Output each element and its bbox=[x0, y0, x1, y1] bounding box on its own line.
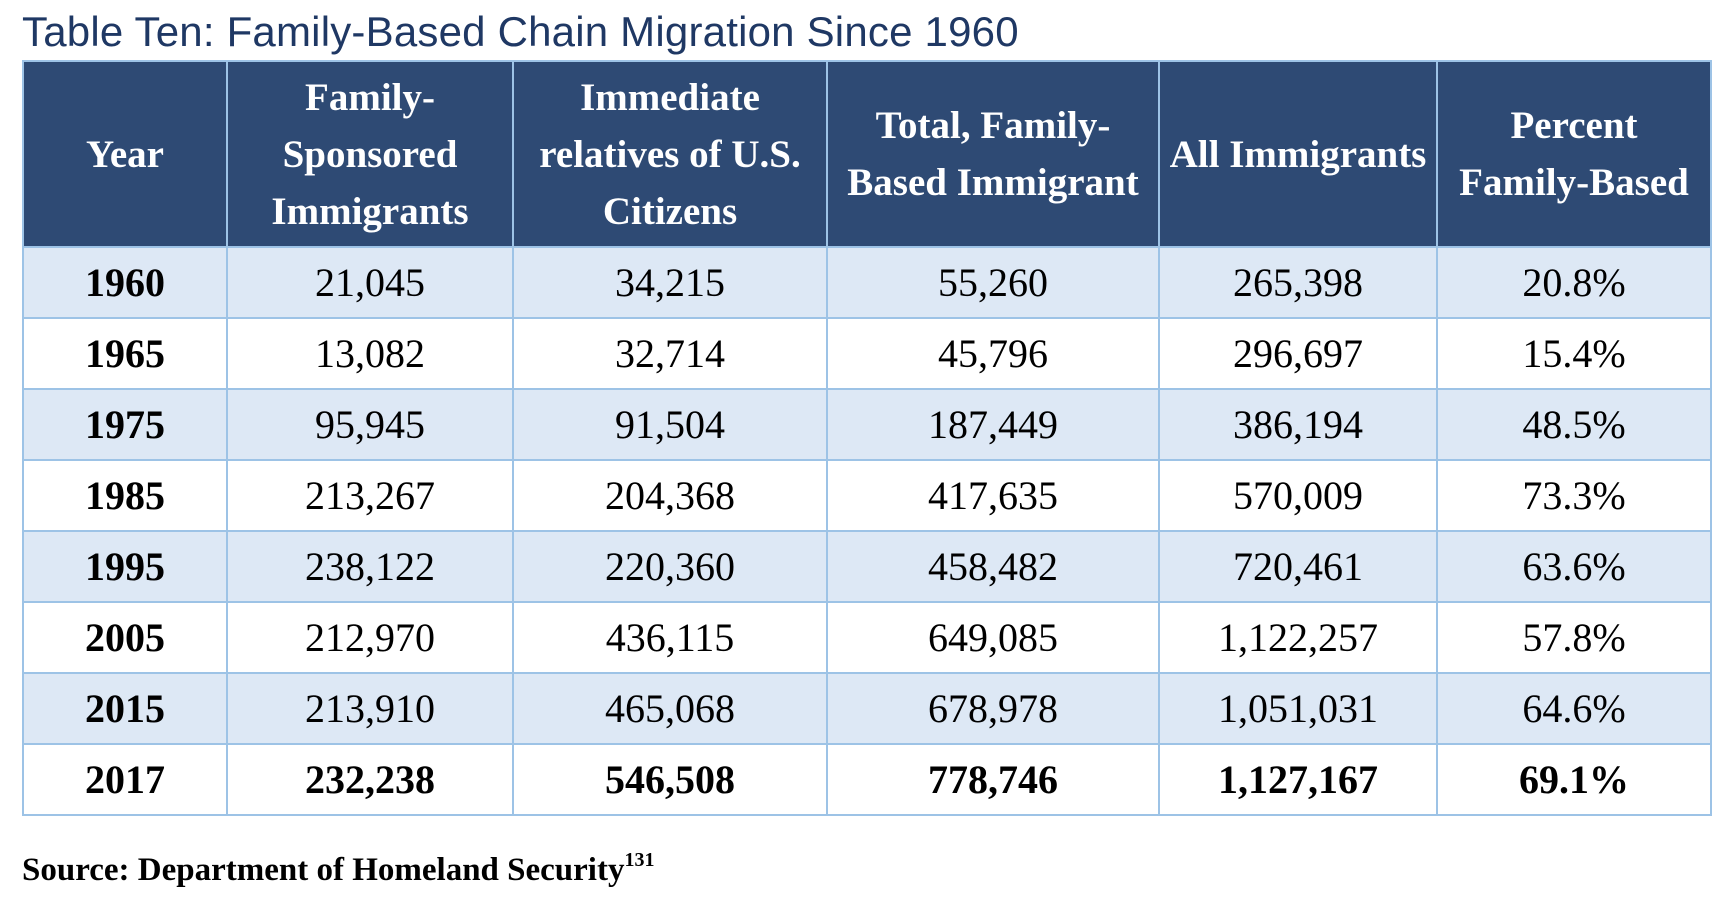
table-row: 2015 213,910 465,068 678,978 1,051,031 6… bbox=[22, 672, 1712, 745]
table-row: 1995 238,122 220,360 458,482 720,461 63.… bbox=[22, 530, 1712, 603]
cell-year: 1960 bbox=[22, 246, 228, 319]
table-row-total: 2017 232,238 546,508 778,746 1,127,167 6… bbox=[22, 743, 1712, 816]
header-immediate-relatives: Immediate relatives of U.S. Citizens bbox=[512, 60, 828, 248]
table-row: 1975 95,945 91,504 187,449 386,194 48.5% bbox=[22, 388, 1712, 461]
cell-all-immigrants: 296,697 bbox=[1158, 317, 1438, 390]
cell-family-sponsored: 213,910 bbox=[226, 672, 514, 745]
cell-family-sponsored: 212,970 bbox=[226, 601, 514, 674]
cell-all-immigrants: 1,122,257 bbox=[1158, 601, 1438, 674]
cell-all-immigrants: 570,009 bbox=[1158, 459, 1438, 532]
table-row: 1985 213,267 204,368 417,635 570,009 73.… bbox=[22, 459, 1712, 532]
source-note: Source: Department of Homeland Security1… bbox=[22, 849, 655, 889]
header-row: Year Family-Sponsored Immigrants Immedia… bbox=[22, 60, 1712, 248]
cell-percent-family-based: 57.8% bbox=[1436, 601, 1712, 674]
cell-immediate-relatives: 204,368 bbox=[512, 459, 828, 532]
cell-year: 1985 bbox=[22, 459, 228, 532]
cell-immediate-relatives: 546,508 bbox=[512, 743, 828, 816]
cell-family-sponsored: 232,238 bbox=[226, 743, 514, 816]
cell-immediate-relatives: 91,504 bbox=[512, 388, 828, 461]
cell-total-family-based: 778,746 bbox=[826, 743, 1160, 816]
cell-all-immigrants: 1,051,031 bbox=[1158, 672, 1438, 745]
cell-total-family-based: 649,085 bbox=[826, 601, 1160, 674]
cell-percent-family-based: 15.4% bbox=[1436, 317, 1712, 390]
cell-all-immigrants: 1,127,167 bbox=[1158, 743, 1438, 816]
cell-total-family-based: 45,796 bbox=[826, 317, 1160, 390]
cell-percent-family-based: 63.6% bbox=[1436, 530, 1712, 603]
cell-percent-family-based: 69.1% bbox=[1436, 743, 1712, 816]
cell-total-family-based: 55,260 bbox=[826, 246, 1160, 319]
cell-all-immigrants: 386,194 bbox=[1158, 388, 1438, 461]
header-family-sponsored: Family-Sponsored Immigrants bbox=[226, 60, 514, 248]
cell-family-sponsored: 238,122 bbox=[226, 530, 514, 603]
cell-family-sponsored: 21,045 bbox=[226, 246, 514, 319]
cell-immediate-relatives: 465,068 bbox=[512, 672, 828, 745]
header-percent-family-based: Percent Family-Based bbox=[1436, 60, 1712, 248]
cell-percent-family-based: 73.3% bbox=[1436, 459, 1712, 532]
cell-all-immigrants: 720,461 bbox=[1158, 530, 1438, 603]
cell-family-sponsored: 95,945 bbox=[226, 388, 514, 461]
cell-year: 2017 bbox=[22, 743, 228, 816]
cell-percent-family-based: 64.6% bbox=[1436, 672, 1712, 745]
table-title: Table Ten: Family-Based Chain Migration … bbox=[22, 8, 1019, 55]
cell-total-family-based: 458,482 bbox=[826, 530, 1160, 603]
table-row: 1960 21,045 34,215 55,260 265,398 20.8% bbox=[22, 246, 1712, 319]
table-row: 1965 13,082 32,714 45,796 296,697 15.4% bbox=[22, 317, 1712, 390]
cell-total-family-based: 678,978 bbox=[826, 672, 1160, 745]
header-all-immigrants: All Immigrants bbox=[1158, 60, 1438, 248]
cell-percent-family-based: 20.8% bbox=[1436, 246, 1712, 319]
cell-immediate-relatives: 436,115 bbox=[512, 601, 828, 674]
cell-family-sponsored: 213,267 bbox=[226, 459, 514, 532]
migration-table: Year Family-Sponsored Immigrants Immedia… bbox=[22, 60, 1712, 816]
header-total-family-based: Total, Family-Based Immigrant bbox=[826, 60, 1160, 248]
cell-immediate-relatives: 32,714 bbox=[512, 317, 828, 390]
cell-year: 1975 bbox=[22, 388, 228, 461]
cell-year: 2005 bbox=[22, 601, 228, 674]
cell-immediate-relatives: 220,360 bbox=[512, 530, 828, 603]
cell-all-immigrants: 265,398 bbox=[1158, 246, 1438, 319]
cell-year: 2015 bbox=[22, 672, 228, 745]
cell-family-sponsored: 13,082 bbox=[226, 317, 514, 390]
table-row: 2005 212,970 436,115 649,085 1,122,257 5… bbox=[22, 601, 1712, 674]
cell-immediate-relatives: 34,215 bbox=[512, 246, 828, 319]
cell-total-family-based: 417,635 bbox=[826, 459, 1160, 532]
cell-total-family-based: 187,449 bbox=[826, 388, 1160, 461]
source-text: Source: Department of Homeland Security bbox=[22, 852, 625, 888]
cell-year: 1995 bbox=[22, 530, 228, 603]
cell-percent-family-based: 48.5% bbox=[1436, 388, 1712, 461]
cell-year: 1965 bbox=[22, 317, 228, 390]
header-year: Year bbox=[22, 60, 228, 248]
footnote-reference: 131 bbox=[624, 849, 655, 871]
